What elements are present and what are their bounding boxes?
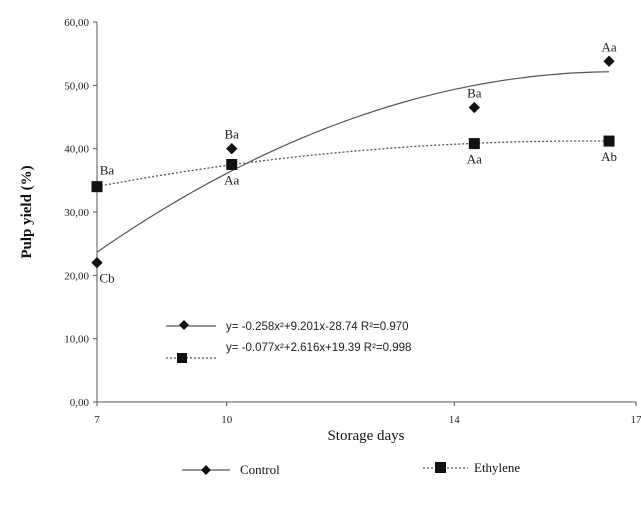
y-tick-label: 10,00 <box>64 334 89 346</box>
y-tick-label: 20,00 <box>64 270 89 282</box>
data-points <box>91 55 615 269</box>
ethylene-point-label: Aa <box>224 173 239 188</box>
point-labels: Cb Ba Ba Aa Ba Aa Aa Ab <box>99 39 617 285</box>
control-point <box>91 257 103 269</box>
x-tick-label: 7 <box>94 414 100 426</box>
legend-marker-control <box>201 465 211 475</box>
ethylene-trend-line <box>96 140 610 188</box>
legend-label-ethylene: Ethylene <box>474 460 520 475</box>
ethylene-point <box>226 159 238 170</box>
ethylene-point-label: Aa <box>467 152 482 167</box>
control-point-label: Aa <box>601 39 616 54</box>
control-point-label: Ba <box>467 86 482 101</box>
ethylene-point <box>468 138 480 150</box>
y-tick-label: 50,00 <box>64 80 89 92</box>
y-tick-label: 40,00 <box>64 144 89 156</box>
control-point <box>468 101 480 114</box>
equation-marker-ethylene <box>177 353 187 363</box>
control-point-label: Cb <box>99 271 114 286</box>
x-axis-title: Storage days <box>327 428 404 444</box>
ethylene-point <box>91 181 103 193</box>
equation-ethylene: y= -0.077x²+2.616x+19.39 R²=0.998 <box>226 342 411 354</box>
y-tick-label: 0,00 <box>70 397 90 409</box>
x-tick-group: 7 10 14 17 <box>94 402 641 426</box>
x-tick-label: 17 <box>631 414 641 426</box>
equation-legend: y= -0.258x²+9.201x-28.74 R²=0.970 y= -0.… <box>166 320 411 363</box>
y-tick-label: 60,00 <box>64 17 89 29</box>
equation-control: y= -0.258x²+9.201x-28.74 R²=0.970 <box>226 321 409 333</box>
y-tick-group: 0,00 10,00 20,00 30,00 40,00 50,00 60,00 <box>64 17 97 409</box>
control-trend-line <box>96 71 610 253</box>
ethylene-point-label: Ba <box>100 163 115 178</box>
x-tick-label: 10 <box>221 414 233 426</box>
legend-label-control: Control <box>240 462 280 477</box>
legend: Control Ethylene <box>182 460 520 477</box>
y-axis-title: Pulp yield (%) <box>19 165 35 258</box>
ethylene-point-label: Ab <box>601 149 617 164</box>
ethylene-point <box>603 135 615 147</box>
y-tick-label: 30,00 <box>64 207 89 219</box>
control-point <box>603 55 615 67</box>
control-point-label: Ba <box>225 127 240 142</box>
legend-marker-ethylene <box>435 462 446 473</box>
equation-marker-control <box>179 320 189 330</box>
control-point <box>226 143 238 155</box>
x-tick-label: 14 <box>449 414 461 426</box>
